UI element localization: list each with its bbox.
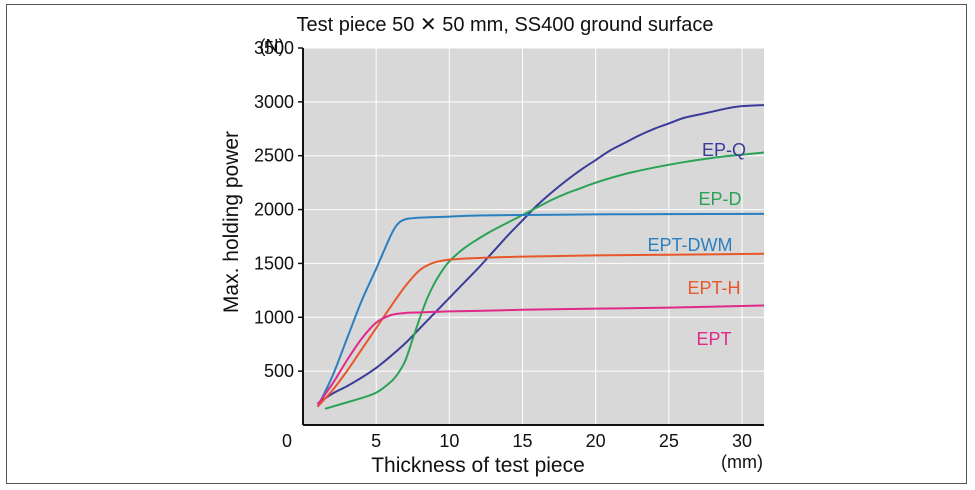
series-line-ept (316, 304, 765, 406)
y-tick-label: 500 (264, 361, 294, 381)
y-tick-label: 2500 (254, 146, 294, 166)
y-tick-label: 3000 (254, 92, 294, 112)
grid-lines (303, 47, 764, 425)
y-unit-label: (N) (260, 36, 285, 56)
series-label-ept: EPT (696, 329, 731, 349)
series-lines (316, 104, 765, 410)
y-axis-label: Max. holding power (220, 131, 243, 313)
x-tick-label: 30 (732, 431, 752, 451)
series-line-ep-q (317, 104, 765, 405)
chart-title: Test piece 50 ✕ 50 mm, SS400 ground surf… (297, 14, 714, 36)
y-tick-label: 2000 (254, 200, 294, 220)
x-unit-label: (mm) (721, 452, 763, 472)
series-line-ept-h (316, 252, 765, 408)
plot-area (303, 48, 764, 425)
x-tick-label: 0 (282, 431, 292, 451)
y-tick-label: 1500 (254, 253, 294, 273)
series-label-ep-d: EP-D (698, 189, 741, 209)
tick-labels: 500 1000 1500 2000 2500 3000 3500 0 5 10 15 20 25 30 (254, 38, 752, 451)
series-label-ept-h: EPT-H (687, 278, 740, 298)
x-tick-label: 15 (513, 431, 533, 451)
series-label-ep-q: EP-Q (702, 140, 746, 160)
y-tick-label: 3500 (254, 38, 294, 58)
x-tick-label: 20 (586, 431, 606, 451)
y-tick-label: 1000 (254, 307, 294, 327)
series-line-ep-d (324, 151, 765, 410)
series-label-ept-dwm: EPT-DWM (648, 235, 733, 255)
x-tick-label: 25 (659, 431, 679, 451)
series-line-ept-dwm (316, 212, 765, 408)
x-tick-label: 5 (371, 431, 381, 451)
x-tick-label: 10 (439, 431, 459, 451)
x-axis-label: Thickness of test piece (371, 454, 585, 477)
series-labels: EP-Q EP-D EPT-DWM EPT-H EPT (648, 140, 747, 349)
axes (298, 47, 764, 426)
